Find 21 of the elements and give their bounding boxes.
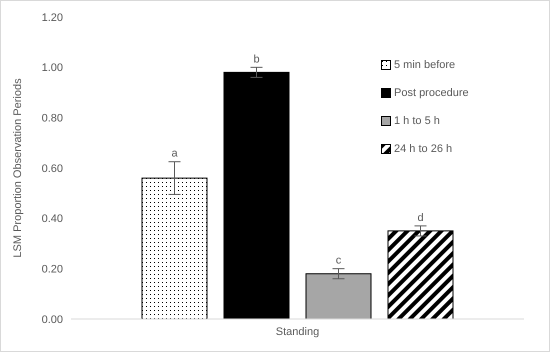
legend-label: 5 min before <box>394 59 456 71</box>
y-axis-title: LSM Proportion Observation Periods <box>12 78 24 258</box>
legend-label: Post procedure <box>394 87 469 99</box>
legend-label: 24 h to 26 h <box>394 143 452 155</box>
y-tick-label: 0.60 <box>42 162 63 175</box>
annotation: b <box>253 53 260 66</box>
annotation: d <box>417 212 424 224</box>
legend-label: 1 h to 5 h <box>394 115 440 127</box>
y-tick-label: 0.00 <box>42 314 63 326</box>
x-tick-label: Standing <box>276 326 320 338</box>
bar <box>388 230 454 319</box>
bar <box>306 273 372 319</box>
annotation: c <box>336 254 342 267</box>
annotation: a <box>171 148 178 160</box>
y-tick-label: 0.40 <box>42 213 63 226</box>
y-tick-label: 1.20 <box>42 12 63 24</box>
y-tick-label: 0.80 <box>42 112 63 125</box>
y-tick-label: 1.00 <box>42 62 63 74</box>
bar <box>224 72 290 319</box>
bar <box>142 178 208 319</box>
y-tick-label: 0.20 <box>42 264 63 276</box>
